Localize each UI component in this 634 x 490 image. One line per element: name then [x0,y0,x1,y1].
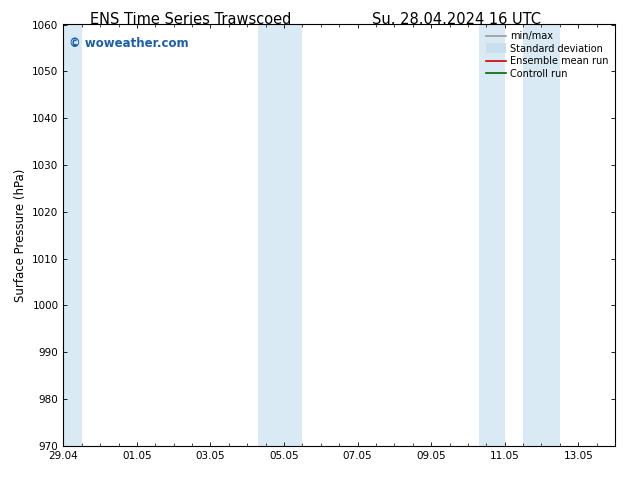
Legend: min/max, Standard deviation, Ensemble mean run, Controll run: min/max, Standard deviation, Ensemble me… [482,27,612,82]
Text: © woweather.com: © woweather.com [69,37,188,50]
Text: ENS Time Series Trawscoed: ENS Time Series Trawscoed [89,12,291,27]
Text: Su. 28.04.2024 16 UTC: Su. 28.04.2024 16 UTC [372,12,541,27]
Y-axis label: Surface Pressure (hPa): Surface Pressure (hPa) [14,169,27,302]
Bar [523,24,560,446]
Bar [479,24,505,446]
Bar [63,24,82,446]
Bar [258,24,302,446]
